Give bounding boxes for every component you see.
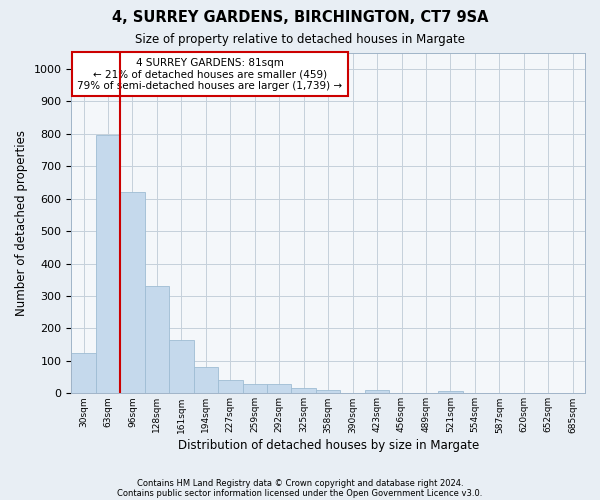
Bar: [316, 390, 340, 394]
Bar: [169, 340, 194, 394]
Text: Size of property relative to detached houses in Margate: Size of property relative to detached ho…: [135, 32, 465, 46]
Text: 4 SURREY GARDENS: 81sqm
← 21% of detached houses are smaller (459)
79% of semi-d: 4 SURREY GARDENS: 81sqm ← 21% of detache…: [77, 58, 343, 91]
Text: 4, SURREY GARDENS, BIRCHINGTON, CT7 9SA: 4, SURREY GARDENS, BIRCHINGTON, CT7 9SA: [112, 10, 488, 25]
Bar: [120, 192, 145, 394]
Bar: [194, 368, 218, 394]
Bar: [242, 384, 267, 394]
Bar: [438, 391, 463, 394]
Bar: [218, 380, 242, 394]
Bar: [71, 353, 96, 394]
X-axis label: Distribution of detached houses by size in Margate: Distribution of detached houses by size …: [178, 440, 479, 452]
Bar: [292, 388, 316, 394]
Bar: [96, 136, 120, 394]
Y-axis label: Number of detached properties: Number of detached properties: [15, 130, 28, 316]
Bar: [145, 286, 169, 394]
Bar: [267, 384, 292, 394]
Text: Contains public sector information licensed under the Open Government Licence v3: Contains public sector information licen…: [118, 488, 482, 498]
Text: Contains HM Land Registry data © Crown copyright and database right 2024.: Contains HM Land Registry data © Crown c…: [137, 478, 463, 488]
Bar: [365, 390, 389, 394]
